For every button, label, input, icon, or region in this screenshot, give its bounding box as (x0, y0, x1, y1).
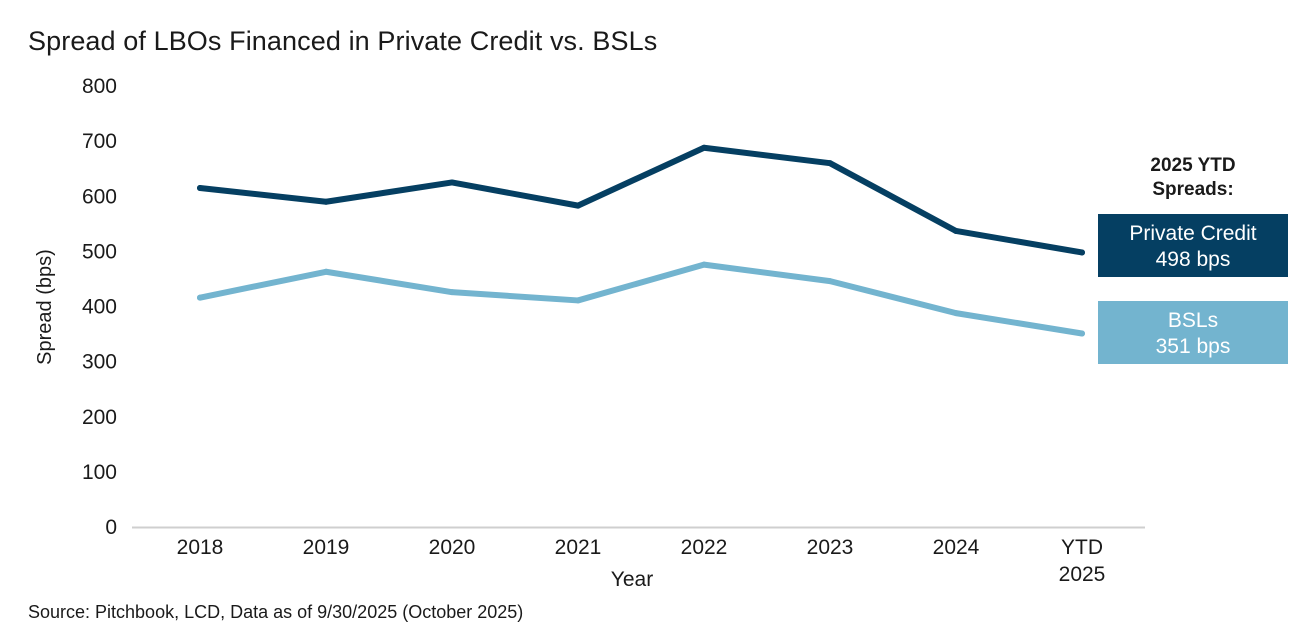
private-credit-point (827, 160, 833, 167)
bsl-callout: BSLs 351 bps (1098, 301, 1288, 364)
bsl-point (953, 310, 959, 317)
x-tick-label: 2023 (807, 536, 854, 559)
bsl-point (449, 289, 455, 296)
private-credit-point (323, 198, 329, 205)
private-credit-point (449, 179, 455, 186)
bsl-point (197, 294, 203, 301)
y-tick-label: 500 (82, 240, 117, 263)
chart-title: Spread of LBOs Financed in Private Credi… (28, 26, 658, 56)
bsl-callout-name: BSLs (1167, 309, 1219, 332)
y-tick-label: 800 (82, 75, 117, 98)
y-tick-label: 700 (82, 130, 117, 153)
bsl-line (197, 261, 1085, 337)
y-tick-label: 300 (82, 351, 117, 374)
bsl-point (701, 261, 707, 268)
private-credit-callout: Private Credit 498 bps (1098, 214, 1288, 277)
side-panel-heading: 2025 YTD Spreads: (1098, 154, 1288, 202)
x-axis-label: Year (611, 568, 653, 591)
x-axis: 2018 2019 2020 2021 2022 2023 2024 YTD 2025 (177, 536, 1106, 586)
x-tick-label: 2018 (177, 536, 224, 559)
bsl-point (827, 278, 833, 285)
private-credit-point (197, 184, 203, 191)
x-tick-label: 2022 (681, 536, 728, 559)
y-axis: 0 100 200 300 400 500 600 700 800 (82, 75, 117, 539)
y-tick-label: 0 (105, 516, 117, 539)
series-layer (197, 144, 1085, 337)
y-tick-label: 100 (82, 461, 117, 484)
bsl-point (575, 297, 581, 304)
y-tick-label: 400 (82, 296, 117, 319)
y-axis-label: Spread (bps) (34, 249, 56, 365)
y-tick-label: 600 (82, 185, 117, 208)
private-credit-callout-value: 498 bps (1155, 248, 1231, 271)
x-tick-label: 2019 (303, 536, 350, 559)
y-tick-label: 200 (82, 406, 117, 429)
private-credit-point (953, 227, 959, 234)
private-credit-point (1079, 249, 1085, 256)
x-tick-label: YTD 2025 (1059, 536, 1106, 586)
private-credit-line (197, 144, 1085, 256)
x-tick-label: 2020 (429, 536, 476, 559)
private-credit-callout-name: Private Credit (1129, 222, 1257, 245)
source-note: Source: Pitchbook, LCD, Data as of 9/30/… (28, 602, 524, 622)
bsl-callout-value: 351 bps (1155, 335, 1231, 358)
side-heading-line2: Spreads: (1152, 179, 1234, 200)
x-tick-label: 2024 (933, 536, 980, 559)
bsl-point (323, 268, 329, 275)
private-credit-point (575, 202, 581, 209)
bsl-point (1079, 330, 1085, 337)
x-tick-label: 2021 (555, 536, 602, 559)
side-heading-line1: 2025 YTD (1150, 155, 1236, 176)
private-credit-point (701, 144, 707, 151)
